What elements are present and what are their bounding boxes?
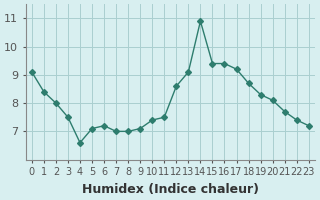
X-axis label: Humidex (Indice chaleur): Humidex (Indice chaleur) [82,183,259,196]
